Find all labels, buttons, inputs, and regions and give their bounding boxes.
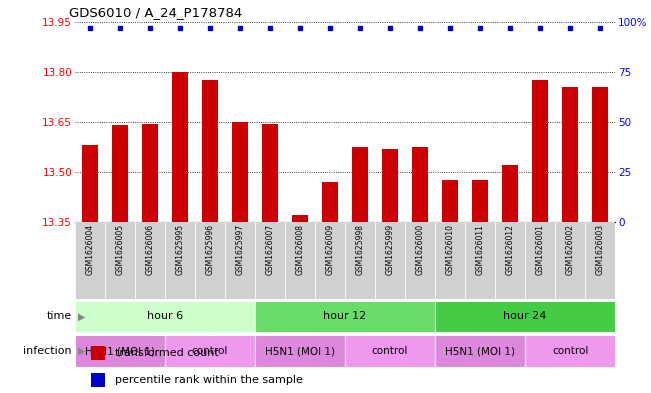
Text: H5N1 (MOI 1): H5N1 (MOI 1)	[445, 346, 515, 356]
Bar	[75, 335, 165, 367]
Bar	[172, 72, 188, 222]
Text: percentile rank within the sample: percentile rank within the sample	[115, 375, 303, 385]
Text: GSM1626004: GSM1626004	[85, 224, 94, 275]
Text: GSM1626008: GSM1626008	[296, 224, 305, 275]
Bar	[405, 222, 435, 299]
Bar	[75, 222, 105, 299]
Bar	[352, 147, 368, 222]
Bar	[435, 301, 615, 332]
Bar	[165, 222, 195, 299]
Text: GSM1626002: GSM1626002	[566, 224, 575, 275]
Bar	[135, 222, 165, 299]
Text: control: control	[552, 346, 589, 356]
Text: GSM1625995: GSM1625995	[175, 224, 184, 275]
Bar	[345, 335, 435, 367]
Bar	[292, 215, 309, 222]
Bar	[255, 222, 285, 299]
Bar	[592, 87, 609, 222]
Bar	[465, 222, 495, 299]
Bar	[255, 335, 345, 367]
Text: GSM1626001: GSM1626001	[536, 224, 545, 275]
Bar	[285, 222, 315, 299]
Text: GSM1626000: GSM1626000	[415, 224, 424, 275]
Text: H5N1 (MOI 1): H5N1 (MOI 1)	[265, 346, 335, 356]
Text: hour 6: hour 6	[147, 311, 183, 321]
Bar	[412, 147, 428, 222]
Text: ▶: ▶	[78, 311, 86, 321]
Text: infection: infection	[23, 346, 72, 356]
Bar	[435, 335, 525, 367]
Text: hour 24: hour 24	[503, 311, 547, 321]
Bar	[195, 222, 225, 299]
Bar	[442, 180, 458, 222]
Bar	[532, 80, 548, 222]
Bar	[81, 145, 98, 222]
Text: H5N1 (MOI 1): H5N1 (MOI 1)	[85, 346, 155, 356]
Text: GSM1625999: GSM1625999	[385, 224, 395, 275]
Bar	[165, 335, 255, 367]
Bar	[322, 182, 339, 222]
Bar	[375, 222, 405, 299]
Bar	[225, 222, 255, 299]
Text: GSM1625996: GSM1625996	[206, 224, 214, 275]
Bar	[255, 301, 435, 332]
Bar	[555, 222, 585, 299]
Text: GSM1626009: GSM1626009	[326, 224, 335, 275]
Bar	[142, 123, 158, 222]
Bar	[381, 149, 398, 222]
Text: GSM1626010: GSM1626010	[445, 224, 454, 275]
Bar	[502, 165, 518, 222]
Text: GSM1625998: GSM1625998	[355, 224, 365, 275]
Text: ▶: ▶	[78, 346, 86, 356]
Text: GSM1626011: GSM1626011	[476, 224, 484, 275]
Text: GSM1626012: GSM1626012	[506, 224, 515, 275]
Bar	[91, 346, 105, 360]
Text: transformed count: transformed count	[115, 348, 219, 358]
Bar	[525, 222, 555, 299]
Bar	[202, 80, 218, 222]
Bar	[91, 373, 105, 387]
Bar	[525, 335, 615, 367]
Text: GDS6010 / A_24_P178784: GDS6010 / A_24_P178784	[70, 6, 243, 19]
Bar	[345, 222, 375, 299]
Text: control: control	[372, 346, 408, 356]
Bar	[472, 180, 488, 222]
Bar	[75, 301, 255, 332]
Bar	[232, 122, 248, 222]
Text: hour 12: hour 12	[324, 311, 367, 321]
Bar	[562, 87, 579, 222]
Text: GSM1626003: GSM1626003	[596, 224, 605, 275]
Text: GSM1625997: GSM1625997	[236, 224, 245, 275]
Bar	[495, 222, 525, 299]
Bar	[585, 222, 615, 299]
Bar	[105, 222, 135, 299]
Text: GSM1626005: GSM1626005	[115, 224, 124, 275]
Bar	[315, 222, 345, 299]
Text: time: time	[46, 311, 72, 321]
Bar	[435, 222, 465, 299]
Text: GSM1626006: GSM1626006	[145, 224, 154, 275]
Bar	[262, 123, 278, 222]
Bar	[111, 125, 128, 222]
Text: control: control	[192, 346, 228, 356]
Text: GSM1626007: GSM1626007	[266, 224, 275, 275]
